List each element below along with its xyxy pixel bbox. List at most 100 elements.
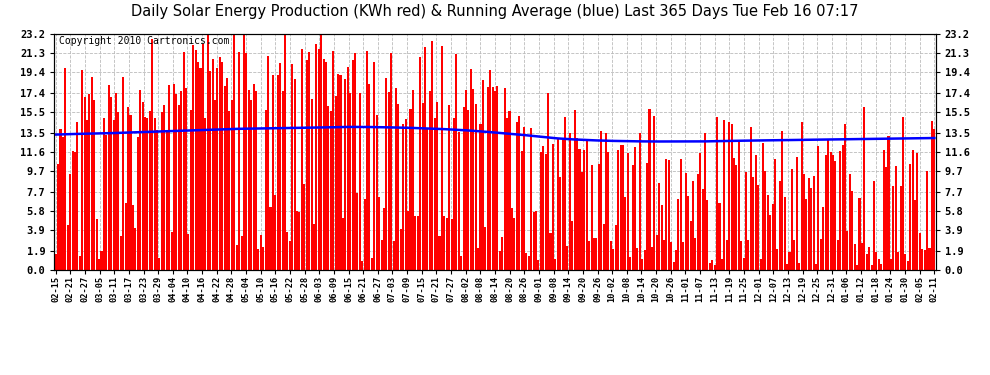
Bar	[424, 47, 426, 270]
Bar	[711, 261, 713, 270]
Bar	[663, 240, 665, 270]
Bar	[598, 164, 600, 270]
Bar	[229, 111, 231, 270]
Bar	[202, 44, 204, 270]
Bar	[439, 236, 441, 270]
Bar	[642, 260, 644, 270]
Bar	[764, 171, 766, 270]
Bar	[170, 232, 172, 270]
Bar	[757, 185, 759, 270]
Bar	[436, 102, 439, 270]
Bar	[544, 154, 546, 270]
Bar	[561, 140, 563, 270]
Bar	[535, 211, 537, 270]
Bar	[122, 77, 125, 270]
Bar	[88, 94, 90, 270]
Bar	[125, 202, 127, 270]
Bar	[934, 129, 936, 270]
Bar	[83, 96, 86, 270]
Bar	[745, 172, 747, 270]
Bar	[736, 165, 738, 270]
Bar	[853, 244, 855, 270]
Bar	[813, 176, 815, 270]
Bar	[600, 131, 602, 270]
Bar	[259, 235, 262, 270]
Bar	[870, 265, 872, 270]
Bar	[747, 240, 749, 270]
Bar	[144, 117, 146, 270]
Bar	[484, 227, 486, 270]
Bar	[603, 224, 605, 270]
Bar	[378, 197, 380, 270]
Bar	[610, 241, 612, 270]
Bar	[752, 177, 754, 270]
Bar	[672, 262, 674, 270]
Bar	[400, 229, 402, 270]
Bar	[207, 34, 209, 270]
Bar	[342, 218, 344, 270]
Bar	[504, 88, 506, 270]
Bar	[397, 104, 400, 270]
Bar	[873, 181, 875, 270]
Bar	[71, 151, 73, 270]
Bar	[221, 62, 224, 270]
Bar	[118, 112, 120, 270]
Bar	[79, 256, 81, 270]
Bar	[243, 34, 245, 270]
Bar	[470, 69, 472, 270]
Bar	[776, 249, 778, 270]
Bar	[277, 75, 279, 270]
Bar	[786, 264, 788, 270]
Bar	[236, 245, 238, 270]
Bar	[412, 90, 414, 270]
Bar	[909, 164, 911, 270]
Bar	[531, 128, 533, 270]
Bar	[576, 138, 578, 270]
Bar	[224, 86, 226, 270]
Bar	[467, 110, 469, 270]
Bar	[716, 117, 718, 270]
Bar	[110, 97, 112, 270]
Bar	[697, 174, 699, 270]
Bar	[446, 218, 447, 270]
Bar	[59, 129, 61, 270]
Bar	[358, 93, 360, 270]
Bar	[793, 240, 795, 270]
Bar	[655, 235, 657, 270]
Bar	[835, 161, 837, 270]
Bar	[771, 204, 773, 270]
Bar	[120, 236, 122, 270]
Bar	[393, 242, 395, 270]
Bar	[851, 191, 853, 270]
Bar	[477, 249, 479, 270]
Bar	[922, 249, 924, 270]
Bar	[779, 181, 781, 270]
Bar	[325, 62, 327, 270]
Bar	[153, 118, 155, 270]
Bar	[127, 106, 129, 270]
Bar	[733, 158, 735, 270]
Bar	[518, 116, 520, 270]
Bar	[774, 159, 776, 270]
Bar	[291, 64, 293, 270]
Bar	[204, 118, 206, 270]
Bar	[289, 242, 291, 270]
Bar	[907, 261, 909, 270]
Bar	[551, 144, 554, 270]
Bar	[556, 138, 558, 270]
Bar	[151, 39, 153, 270]
Bar	[806, 199, 808, 270]
Bar	[66, 225, 68, 270]
Bar	[670, 242, 672, 270]
Bar	[719, 202, 721, 270]
Bar	[840, 151, 842, 270]
Bar	[298, 212, 301, 270]
Bar	[902, 117, 904, 270]
Bar	[593, 238, 595, 270]
Bar	[848, 174, 850, 270]
Bar	[74, 152, 76, 270]
Bar	[316, 44, 318, 270]
Bar	[781, 131, 783, 270]
Bar	[255, 91, 257, 270]
Bar	[487, 87, 489, 270]
